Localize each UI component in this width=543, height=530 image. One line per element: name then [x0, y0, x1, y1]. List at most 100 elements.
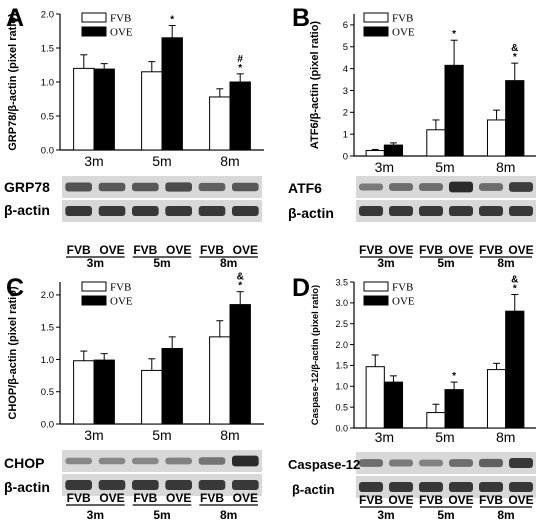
bar-fvb-8m: [486, 119, 507, 157]
group-label: 3m: [87, 256, 104, 270]
y-tick-label: 1.0: [335, 382, 348, 392]
blot-band: [98, 205, 126, 217]
legend-swatch-fvb: [81, 281, 107, 292]
blot-band: [389, 459, 413, 467]
lane-label-fvb: FVB: [200, 243, 224, 257]
y-tick-label: 1.5: [41, 322, 54, 333]
category-label: 5m: [435, 159, 454, 175]
bar-fvb-8m: [486, 369, 507, 429]
blot-row-label: GRP78: [4, 179, 50, 195]
legend-label-ove: OVE: [392, 27, 415, 39]
group-label: 8m: [220, 256, 237, 270]
y-tick-label: 6: [343, 20, 348, 31]
panel-c: C 0.0 0.5 1.0 1.5 2.0 CHOP/β-actin (pixel rati…: [4, 272, 264, 522]
lane-label-ove: OVE: [166, 491, 191, 505]
panel-letter: C: [6, 274, 24, 302]
y-tick-label: 2: [343, 108, 348, 119]
blot-band: [65, 182, 92, 192]
bar-ove-8m: [229, 304, 251, 425]
group-label: 3m: [377, 508, 394, 522]
blot-band: [419, 481, 443, 493]
legend-swatch-ove: [81, 26, 107, 37]
significance-mark: *: [452, 371, 456, 382]
group-label: 8m: [497, 256, 514, 270]
legend-swatch-fvb: [363, 12, 389, 23]
blot-band: [479, 458, 503, 468]
blot-band: [65, 205, 92, 217]
blot-band: [389, 205, 413, 217]
bar-ove-3m: [383, 381, 404, 429]
bar-ove-5m: [161, 37, 183, 151]
blot-band: [449, 181, 473, 193]
bar-fvb-5m: [426, 412, 446, 429]
lane-label-ove: OVE: [388, 493, 413, 507]
y-tick-label: 2.0: [41, 290, 54, 301]
blot-band: [98, 182, 126, 192]
blot-band: [65, 479, 92, 491]
group-label: 5m: [153, 508, 170, 522]
blot-row-label: β-actin: [292, 482, 335, 497]
lane-label-ove: OVE: [448, 493, 473, 507]
group-label: 3m: [87, 508, 104, 522]
significance-mark: &: [237, 272, 244, 283]
y-axis-label: GRP78/β-actin (pixel ratio): [7, 13, 19, 151]
blot-row-label: β-actin: [4, 202, 50, 218]
blot-band: [389, 481, 413, 493]
bar-fvb-8m: [209, 336, 231, 425]
bar-fvb-5m: [141, 369, 163, 425]
blot-band: [98, 457, 126, 465]
bar-ove-8m: [505, 80, 525, 157]
blot-band: [359, 481, 383, 493]
lane-label-ove: OVE: [166, 243, 191, 257]
blot-band: [65, 457, 92, 465]
blot-strip: [62, 474, 262, 496]
bar-fvb-5m: [426, 129, 446, 157]
blot-strip: [62, 450, 262, 472]
blot-band: [198, 457, 226, 465]
blot-row-label: β-actin: [288, 205, 334, 221]
blot-band: [449, 205, 473, 217]
significance-mark: #: [237, 54, 243, 65]
group-label: 5m: [437, 508, 454, 522]
group-label: 8m: [220, 508, 237, 522]
panel-letter: B: [292, 4, 310, 32]
significance-mark: *: [452, 29, 456, 40]
blot-band: [232, 455, 259, 467]
lane-label-fvb: FVB: [133, 243, 157, 257]
category-label: 8m: [220, 427, 239, 443]
y-tick-label: 3.5: [335, 277, 348, 287]
bar-fvb-8m: [209, 96, 231, 151]
legend-swatch-ove: [363, 295, 389, 306]
legend-label-fvb: FVB: [392, 13, 413, 25]
blot-band: [359, 205, 383, 217]
lane-label-ove: OVE: [388, 243, 413, 257]
bar-ove-3m: [93, 359, 115, 425]
y-tick-label: 1.0: [41, 77, 54, 88]
bar-fvb-3m: [365, 366, 385, 429]
panel-letter: D: [292, 274, 310, 302]
y-axis-label: CHOP/β-actin (pixel ratio): [7, 286, 19, 420]
group-label: 5m: [153, 256, 170, 270]
category-label: 5m: [435, 429, 454, 445]
bar-ove-5m: [161, 347, 183, 425]
blot-band: [232, 479, 259, 491]
blot-band: [419, 205, 443, 217]
lane-label-fvb: FVB: [479, 243, 503, 257]
y-tick-label: 2.0: [335, 340, 348, 350]
blot-band: [359, 183, 383, 191]
y-tick-label: 0.5: [335, 402, 348, 412]
blot-band: [132, 205, 159, 217]
lane-label-ove: OVE: [448, 243, 473, 257]
group-label: 5m: [437, 256, 454, 270]
blot-row-label: β-actin: [4, 479, 50, 495]
legend-label-ove: OVE: [110, 27, 133, 39]
lane-label-ove: OVE: [508, 243, 533, 257]
bar-ove-3m: [93, 68, 115, 151]
y-tick-label: 0.0: [41, 419, 54, 430]
blot-band: [232, 205, 259, 217]
blot-band: [419, 183, 443, 191]
blot-band: [165, 479, 192, 491]
category-label: 3m: [375, 429, 394, 445]
panel-b: B 0 1 2 3 4 5 6 ATF6/β-actin (pixel ratio) 3m * 5m &…: [288, 4, 536, 270]
significance-mark: &: [511, 43, 518, 54]
